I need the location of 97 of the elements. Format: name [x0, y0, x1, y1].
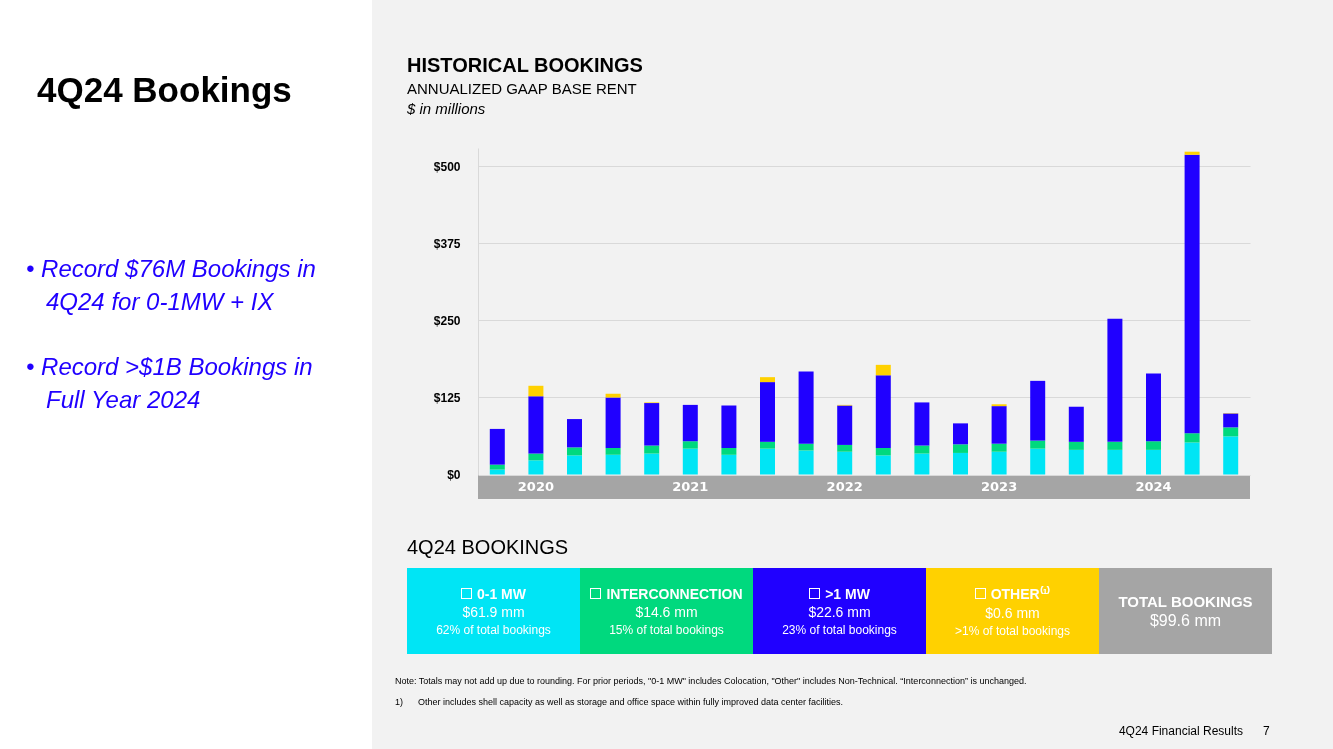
bar: [1107, 441, 1123, 450]
bar: [1223, 436, 1239, 475]
text: 4Q24 Financial Results: [1118, 724, 1243, 738]
bar: [1184, 442, 1200, 475]
bar: [567, 455, 582, 475]
text: 23% of total bookings: [781, 622, 898, 637]
bar: [1107, 318, 1123, 442]
bar: [644, 445, 660, 454]
legend-label: OTHER⁽¹⁾: [990, 586, 1051, 602]
bar: [760, 441, 775, 449]
x-tick-label: 2020: [517, 479, 554, 494]
bar: [914, 453, 930, 475]
bar: [953, 452, 968, 475]
bar: [991, 451, 1007, 475]
bar: [875, 448, 891, 456]
bar: [837, 444, 853, 452]
chart-title: HISTORICAL BOOKINGS: [407, 54, 643, 77]
bar: [644, 453, 660, 475]
bar: [875, 455, 891, 475]
bar: [721, 448, 737, 455]
text: $99.6 mm: [1148, 611, 1223, 630]
y-tick-label: $250: [433, 313, 461, 328]
bar: [914, 402, 930, 446]
y-tick-label: $0: [447, 468, 461, 482]
bar: [798, 450, 814, 475]
bar: [953, 444, 968, 453]
bar: [837, 405, 853, 445]
bar: [682, 441, 698, 449]
bar: [837, 451, 853, 475]
bar: [682, 448, 698, 475]
legend-label: 0-1 MW: [477, 585, 526, 602]
text: $61.9 mm: [461, 603, 526, 620]
bar: [875, 375, 891, 449]
text: 1) Other includes shell capacity as well as storage and office space within fully improved data center facilities.: [395, 697, 844, 707]
legend-label: >1 MW: [825, 585, 870, 602]
bar: [1068, 441, 1084, 450]
bar: [991, 443, 1007, 452]
text: $22.6 mm: [807, 603, 872, 620]
text: 62% of total bookings: [435, 622, 552, 637]
bar: [567, 419, 582, 448]
bar: [1107, 449, 1123, 475]
bar: [953, 423, 968, 445]
bar: [1223, 427, 1239, 437]
legend-label: INTERCONNECTION: [606, 585, 743, 602]
bar: [489, 464, 505, 470]
text: • Record >$1B Bookings in Full Year 2024: [26, 352, 314, 415]
x-tick-label: 2023: [981, 479, 1018, 494]
bar: [1030, 440, 1046, 449]
bar: [1030, 448, 1046, 475]
text: Note: Totals may not add up due to rounding. For prior periods, "0-1 MW" includes Colocation, "Other" includes Non-Technical. “Interconnection” is unchanged.: [395, 676, 1027, 686]
bar: [991, 406, 1007, 444]
text: $14.6 mm: [634, 603, 699, 620]
bar: [1030, 380, 1046, 441]
bar: [605, 454, 621, 475]
bar: [528, 396, 544, 454]
bar: [489, 428, 505, 465]
y-tick-label: $375: [433, 236, 461, 251]
bar: [682, 404, 698, 442]
y-axis-title: $ in millions: [407, 100, 486, 117]
bar: [528, 460, 544, 475]
text: 15% of total bookings: [608, 622, 725, 637]
bar: [798, 371, 814, 444]
bar: [1068, 406, 1084, 442]
text: >1% of total bookings: [953, 624, 1072, 638]
bar: [1146, 449, 1161, 475]
bar: [914, 445, 930, 454]
text: 7: [1263, 724, 1270, 738]
bar: [760, 382, 775, 442]
text: 4Q24 BOOKINGS: [407, 536, 569, 559]
bar: [1184, 154, 1200, 434]
bar: [721, 454, 737, 475]
bar: [760, 377, 775, 383]
bar: [760, 448, 775, 475]
bar: [1184, 151, 1200, 155]
bar: [1223, 413, 1239, 428]
bar: [1146, 441, 1161, 450]
bar: [1068, 449, 1084, 475]
bar: [605, 397, 621, 449]
bar: [1146, 373, 1161, 442]
bar: [489, 469, 505, 475]
y-tick-label: $500: [433, 159, 461, 174]
y-tick-label: $125: [433, 391, 461, 405]
bar: [605, 448, 621, 455]
x-tick-label: 2022: [826, 479, 863, 494]
text: • Record $76M Bookings in 4Q24 for 0-1MW + IX: [26, 254, 317, 317]
bar: [721, 405, 737, 449]
text: 4Q24 Bookings: [37, 70, 292, 110]
chart-subtitle: ANNUALIZED GAAP BASE RENT: [407, 80, 637, 97]
bar: [528, 385, 544, 397]
x-tick-label: 2024: [1135, 479, 1172, 494]
bar: [1184, 433, 1200, 443]
bar: [567, 447, 582, 456]
text: $0.6 mm: [984, 605, 1041, 621]
x-tick-label: 2021: [672, 479, 709, 494]
text: TOTAL BOOKINGS: [1117, 592, 1254, 610]
bar: [875, 364, 891, 376]
bar: [644, 403, 660, 446]
